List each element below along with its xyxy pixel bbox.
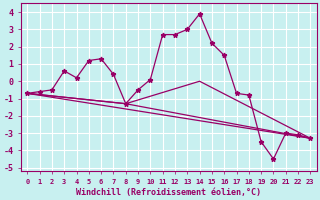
X-axis label: Windchill (Refroidissement éolien,°C): Windchill (Refroidissement éolien,°C) — [76, 188, 261, 197]
